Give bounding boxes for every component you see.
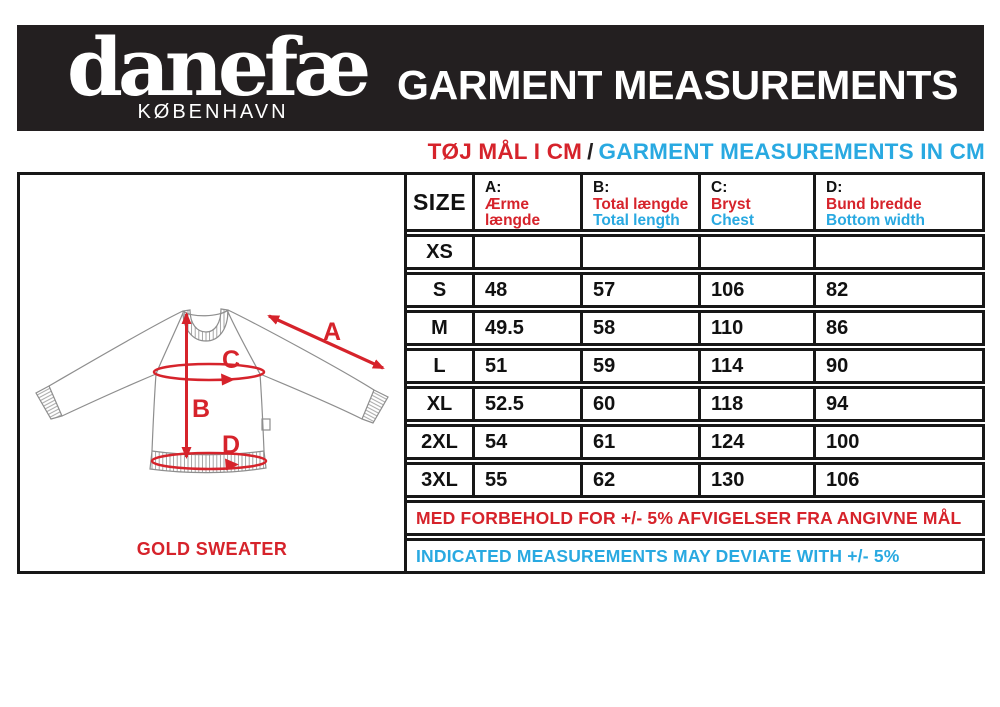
value-length [580, 237, 698, 267]
size-label: L [433, 354, 446, 377]
measurement-annotations: A B C D [150, 312, 385, 471]
measure-ellipse-d [150, 451, 268, 471]
note-row-english: INDICATED MEASUREMENTS MAY DEVIATE WITH … [404, 538, 985, 574]
body-right-line [259, 373, 265, 452]
value-bottom: 106 [813, 465, 982, 495]
value-length: 62 [580, 465, 698, 495]
left-sleeve-under-line [61, 373, 157, 417]
value-length: 57 [580, 275, 698, 305]
left-cuff-rib [35, 385, 63, 420]
column-key: D: [826, 179, 843, 196]
value-chest: 118 [698, 389, 813, 419]
value-bottom: 90 [813, 351, 982, 381]
marker-label-b: B [192, 395, 210, 423]
column-english: Bottom width [826, 212, 926, 229]
value-bottom: 82 [813, 275, 982, 305]
value-length: 61 [580, 427, 698, 457]
measurements-table: SIZE A: Ærme længde Sleeve length B: Tot… [404, 172, 985, 574]
size-label: XS [426, 240, 453, 263]
value-chest: 106 [698, 275, 813, 305]
value-bottom [813, 237, 982, 267]
column-danish: Total længde [593, 195, 689, 213]
value-bottom: 86 [813, 313, 982, 343]
measure-arrow-a [267, 314, 385, 370]
column-header-b: B: Total længde Total length [580, 175, 698, 229]
collar-rib [182, 308, 229, 342]
garment-illustration-panel: A B C D GOLD SWEATER [17, 172, 407, 574]
column-key: B: [593, 179, 610, 196]
value-chest [698, 237, 813, 267]
value-chest: 130 [698, 465, 813, 495]
measure-arrowhead-c [221, 373, 235, 386]
header-bar: danefæ KØBENHAVN GARMENT MEASUREMENTS [17, 25, 984, 131]
column-key: C: [711, 179, 728, 196]
right-cuff-rib [361, 389, 389, 424]
left-sleeve-top-line [48, 310, 184, 387]
size-label: 2XL [421, 430, 458, 453]
value-chest: 110 [698, 313, 813, 343]
deviation-note-english: INDICATED MEASUREMENTS MAY DEVIATE WITH … [416, 545, 900, 566]
note-row-danish: MED FORBEHOLD FOR +/- 5% AFVIGELSER FRA … [404, 500, 985, 536]
table-row-2xl: 2XL 54 61 124 100 [404, 424, 985, 460]
size-label: S [432, 278, 447, 301]
body-left-line [151, 373, 157, 452]
column-english: Total length [593, 212, 680, 229]
measure-ellipse-c [152, 362, 266, 382]
marker-label-a: A [323, 318, 341, 346]
column-key: A: [485, 179, 502, 196]
table-row-3xl: 3XL 55 62 130 106 [404, 462, 985, 498]
size-column-header: SIZE [412, 188, 467, 215]
subtitle: TØJ MÅL I CM / GARMENT MEASUREMENTS IN CM [404, 139, 985, 165]
table-header-row: SIZE A: Ærme længde Sleeve length B: Tot… [404, 172, 985, 232]
size-label: 3XL [421, 468, 458, 491]
size-label: M [431, 316, 448, 339]
sweater-illustration: A B C D [35, 308, 389, 474]
value-sleeve [472, 237, 580, 267]
side-tag [261, 418, 271, 431]
brand-wordmark: danefæ [67, 20, 371, 114]
subtitle-english: GARMENT MEASUREMENTS IN CM [598, 139, 985, 164]
table-row-l: L 51 59 114 90 [404, 348, 985, 384]
table-row-xl: XL 52.5 60 118 94 [404, 386, 985, 422]
right-sleeve-under-line [259, 373, 363, 420]
value-length: 58 [580, 313, 698, 343]
value-bottom: 100 [813, 427, 982, 457]
column-english: Chest [711, 212, 755, 229]
marker-label-c: C [222, 346, 240, 374]
brand-city: KØBENHAVN [137, 101, 289, 123]
page-title: GARMENT MEASUREMENTS [397, 62, 959, 108]
value-sleeve: 54 [472, 427, 580, 457]
value-sleeve: 55 [472, 465, 580, 495]
value-length: 60 [580, 389, 698, 419]
column-header-d: D: Bund bredde Bottom width [813, 175, 982, 229]
garment-name-caption: GOLD SWEATER [136, 539, 288, 559]
value-sleeve: 49.5 [472, 313, 580, 343]
column-header-c: C: Bryst Chest [698, 175, 813, 229]
value-sleeve: 51 [472, 351, 580, 381]
value-bottom: 94 [813, 389, 982, 419]
table-row-s: S 48 57 106 82 [404, 272, 985, 308]
deviation-note-danish: MED FORBEHOLD FOR +/- 5% AFVIGELSER FRA … [416, 507, 962, 528]
column-danish: Ærme længde [485, 195, 541, 229]
table-row-m: M 49.5 58 110 86 [404, 310, 985, 346]
column-header-a: A: Ærme længde Sleeve length [472, 175, 580, 229]
brand-logo: danefæ KØBENHAVN [67, 20, 371, 123]
value-sleeve: 48 [472, 275, 580, 305]
column-danish: Bund bredde [826, 195, 922, 213]
size-label: XL [426, 392, 453, 415]
value-chest: 114 [698, 351, 813, 381]
subtitle-danish: TØJ MÅL I CM [427, 139, 583, 164]
value-sleeve: 52.5 [472, 389, 580, 419]
table-row-xs: XS [404, 234, 985, 270]
subtitle-separator: / [587, 139, 594, 164]
measure-arrowhead-d [225, 458, 239, 471]
value-chest: 124 [698, 427, 813, 457]
column-danish: Bryst [711, 195, 751, 213]
value-length: 59 [580, 351, 698, 381]
marker-label-d: D [222, 431, 240, 459]
